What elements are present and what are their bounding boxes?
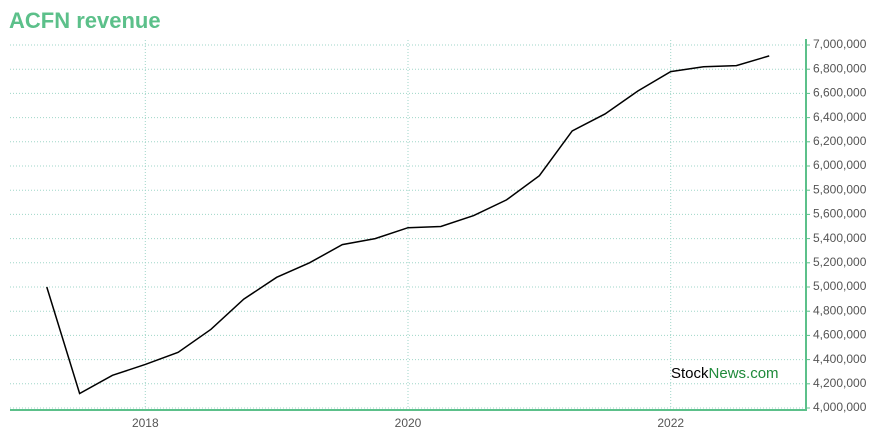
y-tick-label: 4,800,000 xyxy=(813,303,867,317)
y-tick-label: 4,400,000 xyxy=(813,352,867,366)
x-tick-label: 2022 xyxy=(657,416,684,430)
y-tick-label: 5,800,000 xyxy=(813,182,867,196)
y-tick-label: 6,000,000 xyxy=(813,158,867,172)
y-tick-label: 4,000,000 xyxy=(813,400,867,414)
watermark-part: News.com xyxy=(709,365,779,382)
y-tick-label: 5,600,000 xyxy=(813,207,867,221)
y-tick-label: 6,800,000 xyxy=(813,61,867,75)
y-tick-label: 5,200,000 xyxy=(813,255,867,269)
watermark-part: Stock xyxy=(671,365,709,382)
y-tick-label: 5,400,000 xyxy=(813,231,867,245)
chart-title: ACFN revenue xyxy=(9,8,161,33)
y-tick-label: 4,200,000 xyxy=(813,376,867,390)
y-tick-label: 4,600,000 xyxy=(813,328,867,342)
x-tick-label: 2020 xyxy=(395,416,422,430)
line xyxy=(46,55,770,395)
x-tick-label: 2018 xyxy=(132,416,159,430)
y-tick-label: 6,200,000 xyxy=(813,134,867,148)
y-tick-label: 6,400,000 xyxy=(813,110,867,124)
watermark: StockNews.com xyxy=(671,365,779,382)
y-tick-label: 5,000,000 xyxy=(813,279,867,293)
y-tick-label: 7,000,000 xyxy=(813,37,867,51)
y-tick-label: 6,600,000 xyxy=(813,86,867,100)
